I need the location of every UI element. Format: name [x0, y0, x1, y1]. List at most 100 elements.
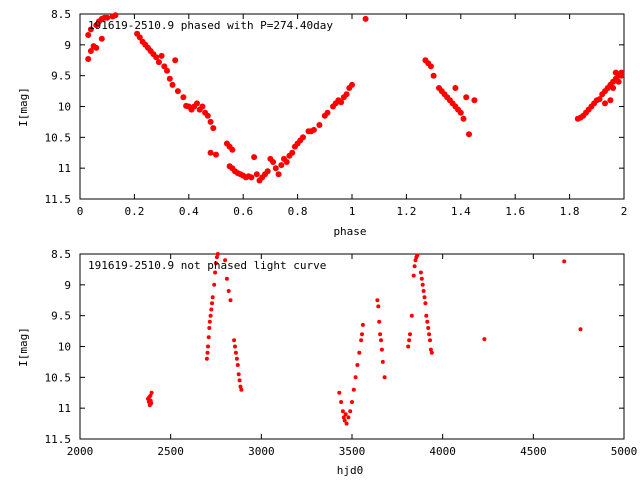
data-point: [208, 313, 213, 318]
data-point: [406, 344, 411, 349]
data-point: [207, 326, 212, 330]
data-point: [343, 412, 348, 417]
data-point: [204, 356, 209, 361]
data-point: [155, 59, 162, 66]
data-point: [87, 48, 94, 54]
data-point: [213, 270, 218, 275]
data-point: [457, 109, 464, 116]
data-point: [596, 96, 603, 103]
data-point: [153, 54, 160, 61]
data-point: [289, 149, 296, 156]
data-point: [578, 327, 583, 332]
data-point: [232, 338, 237, 343]
data-point: [343, 91, 350, 98]
x-tick-label: 0: [77, 205, 84, 218]
data-points: [146, 252, 583, 426]
data-point: [418, 270, 423, 275]
data-point: [377, 319, 382, 324]
data-point: [207, 118, 214, 125]
data-point: [407, 338, 412, 343]
data-point: [253, 171, 260, 178]
data-point: [149, 401, 154, 406]
data-point: [278, 162, 285, 169]
data-point: [412, 264, 417, 269]
x-tick-label: 0.2: [124, 205, 144, 218]
data-point: [415, 253, 420, 258]
data-point: [379, 347, 384, 352]
chart-title: 191619-2510.9 not phased light curve: [88, 259, 326, 272]
data-point: [346, 415, 351, 420]
data-point: [618, 72, 625, 79]
data-point: [344, 421, 349, 426]
data-point: [411, 273, 416, 278]
x-tick-label: 5000: [611, 445, 638, 458]
data-point: [235, 363, 240, 367]
data-point: [427, 63, 434, 70]
data-point: [272, 165, 279, 172]
data-point: [93, 44, 100, 51]
data-point: [210, 125, 217, 132]
data-point: [348, 409, 353, 414]
data-point: [174, 88, 181, 95]
y-tick-label: 9.5: [51, 310, 71, 323]
data-point: [161, 63, 168, 70]
data-point: [359, 338, 364, 343]
data-point: [612, 69, 619, 76]
data-point: [452, 85, 459, 91]
x-tick-label: 2500: [157, 445, 184, 458]
y-tick-label: 11: [58, 162, 71, 175]
data-point: [375, 298, 380, 303]
data-point: [463, 94, 470, 101]
y-tick-label: 9.5: [51, 70, 71, 83]
data-point: [207, 319, 212, 324]
data-point: [283, 159, 290, 165]
data-point: [136, 34, 143, 41]
data-point: [275, 171, 282, 178]
x-tick-label: 1.2: [396, 205, 416, 218]
x-tick-label: 1.4: [451, 205, 471, 218]
data-point: [210, 295, 215, 300]
data-point: [210, 301, 214, 306]
data-point: [409, 313, 414, 318]
unphased-light-curve-chart: 2000 2500 3000 3500 4000 4500 5000 8.5 9 9.5 10 10.…: [17, 248, 637, 477]
data-point: [382, 375, 387, 380]
x-tick-label: 3500: [339, 445, 366, 458]
y-tick-label: 10.5: [45, 371, 72, 384]
data-point: [337, 390, 342, 395]
data-point: [214, 261, 218, 266]
data-points: [85, 12, 625, 184]
data-point: [213, 151, 219, 158]
data-point: [233, 350, 238, 355]
x-tick-label: 1.6: [505, 205, 525, 218]
data-point: [199, 103, 206, 110]
data-point: [164, 67, 170, 74]
data-point: [362, 15, 369, 22]
data-point: [264, 168, 271, 175]
x-tick-label: 2000: [67, 445, 94, 458]
data-point: [423, 301, 428, 306]
data-point: [214, 255, 219, 260]
data-point: [237, 378, 242, 383]
data-point: [224, 276, 229, 281]
data-point: [357, 350, 362, 355]
data-point: [562, 259, 567, 264]
data-point: [324, 109, 331, 116]
data-point: [349, 81, 355, 88]
x-tick-label: 1: [349, 205, 356, 218]
data-point: [339, 400, 344, 404]
data-point: [209, 307, 214, 312]
data-point: [85, 56, 92, 62]
data-point: [228, 298, 233, 303]
data-point: [355, 363, 360, 367]
data-point: [351, 387, 356, 392]
data-point: [378, 332, 383, 337]
x-tick-label: 1.8: [560, 205, 580, 218]
data-point: [98, 35, 105, 42]
data-point: [229, 146, 236, 153]
y-tick-label: 11.5: [45, 433, 72, 446]
data-point: [610, 85, 617, 91]
y-tick-label: 9: [64, 279, 71, 292]
y-axis-label: I[mag]: [17, 327, 30, 367]
data-point: [482, 337, 487, 342]
